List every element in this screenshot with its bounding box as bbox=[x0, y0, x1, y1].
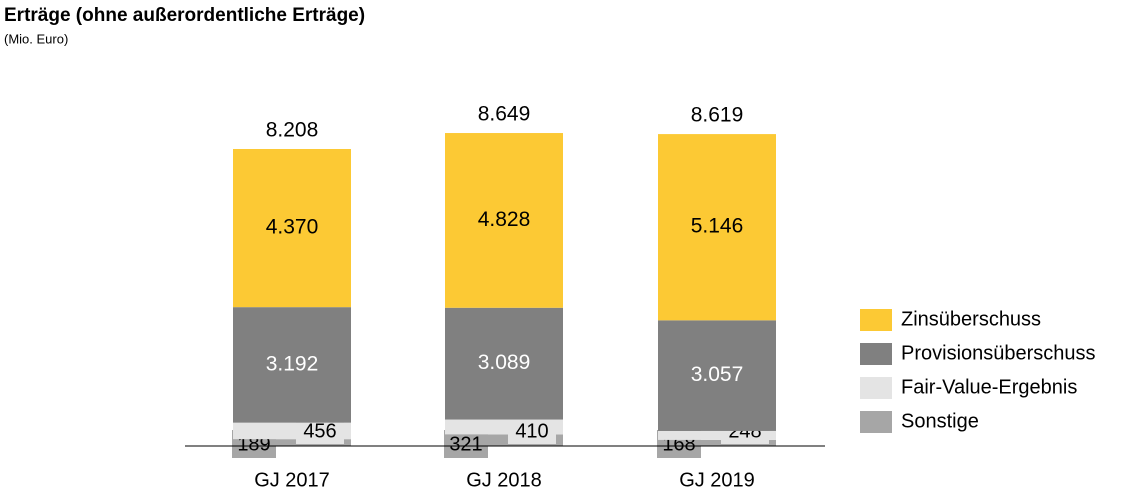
legend-label: Sonstige bbox=[901, 410, 979, 432]
legend-label: Zinsüberschuss bbox=[901, 308, 1041, 330]
value-label: 4.828 bbox=[478, 208, 531, 231]
bar-segment bbox=[233, 148, 351, 308]
total-label: 8.649 bbox=[478, 103, 531, 126]
bar-segment bbox=[445, 307, 563, 420]
value-label: 3.057 bbox=[691, 363, 744, 386]
bar-segment bbox=[233, 307, 351, 423]
bar-segment bbox=[658, 430, 776, 440]
legend-swatch bbox=[860, 377, 892, 399]
x-tick-label: GJ 2017 bbox=[254, 469, 330, 491]
value-label: 321 bbox=[449, 433, 482, 455]
chart-subtitle: (Mio. Euro) bbox=[4, 31, 68, 46]
legend-swatch bbox=[860, 309, 892, 331]
legend-swatch bbox=[860, 343, 892, 365]
total-label: 8.208 bbox=[266, 119, 319, 142]
value-label: 456 bbox=[303, 420, 336, 442]
label-box bbox=[444, 430, 488, 458]
bar-segment bbox=[445, 434, 563, 446]
legend-label: Provisionsüberschuss bbox=[901, 342, 1096, 364]
x-tick-label: GJ 2019 bbox=[679, 469, 755, 491]
legend-swatch bbox=[860, 411, 892, 433]
value-label: 3.089 bbox=[478, 351, 531, 374]
value-label: 410 bbox=[515, 420, 548, 442]
bar-segment bbox=[445, 133, 563, 308]
bar-segment bbox=[658, 439, 776, 446]
label-box bbox=[508, 418, 556, 444]
total-label: 8.619 bbox=[691, 104, 744, 127]
bar-segment bbox=[658, 320, 776, 431]
bar-segment bbox=[658, 134, 776, 321]
value-label: 5.146 bbox=[691, 215, 744, 238]
value-label: 3.192 bbox=[266, 352, 319, 375]
x-tick-label: GJ 2018 bbox=[466, 469, 542, 491]
chart-title: Erträge (ohne außerordentliche Erträge) bbox=[4, 5, 365, 26]
value-label: 4.370 bbox=[266, 216, 319, 239]
bar-segment bbox=[233, 439, 351, 446]
legend-label: Fair-Value-Ergebnis bbox=[901, 376, 1077, 398]
